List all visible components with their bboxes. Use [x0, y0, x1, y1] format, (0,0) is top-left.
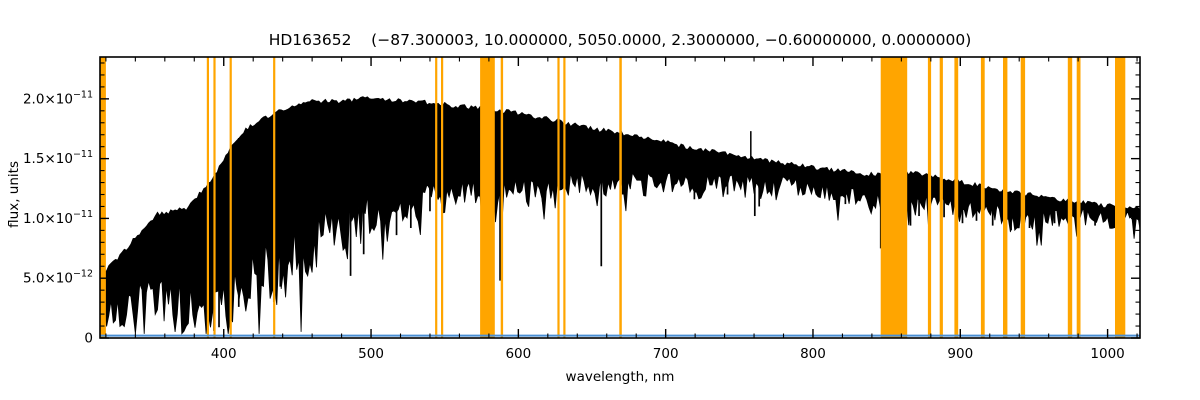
masked-region [927, 57, 932, 338]
masked-region [1003, 57, 1008, 338]
y-tick-label: 1.5×10−11 [23, 149, 93, 167]
y-tick-label: 2.0×10−11 [23, 89, 93, 107]
x-tick-label: 900 [947, 346, 973, 362]
masked-region [880, 57, 908, 338]
y-tick-label: 1.0×10−11 [23, 209, 93, 227]
chart-title: HD163652 (−87.300003, 10.000000, 5050.00… [268, 31, 972, 49]
x-tick-label: 1000 [1090, 346, 1124, 362]
x-tick-label: 400 [211, 346, 237, 362]
masked-region [273, 57, 276, 338]
masked-region [100, 57, 106, 338]
masked-region [480, 57, 495, 338]
masked-region [619, 57, 622, 338]
x-tick-label: 800 [800, 346, 826, 362]
masked-region [954, 57, 959, 338]
masked-region [1115, 57, 1126, 338]
masked-region [1076, 57, 1081, 338]
masked-region [441, 57, 444, 338]
masked-region [500, 57, 504, 338]
x-tick-label: 700 [653, 346, 679, 362]
masked-region [1020, 57, 1026, 338]
masked-region [563, 57, 566, 338]
masked-region [980, 57, 985, 338]
masked-region [206, 57, 209, 338]
masked-region [939, 57, 943, 338]
masked-region [1067, 57, 1073, 338]
y-tick-label: 5.0×10−12 [23, 269, 93, 287]
masked-region [557, 57, 560, 338]
masked-region [229, 57, 232, 338]
plot-border [99, 56, 1141, 339]
masked-region [435, 57, 438, 338]
y-tick-label: 0 [84, 331, 93, 347]
x-tick-label: 500 [358, 346, 384, 362]
x-axis-label: wavelength, nm [565, 369, 675, 385]
masked-region [213, 57, 216, 338]
x-tick-label: 600 [505, 346, 531, 362]
